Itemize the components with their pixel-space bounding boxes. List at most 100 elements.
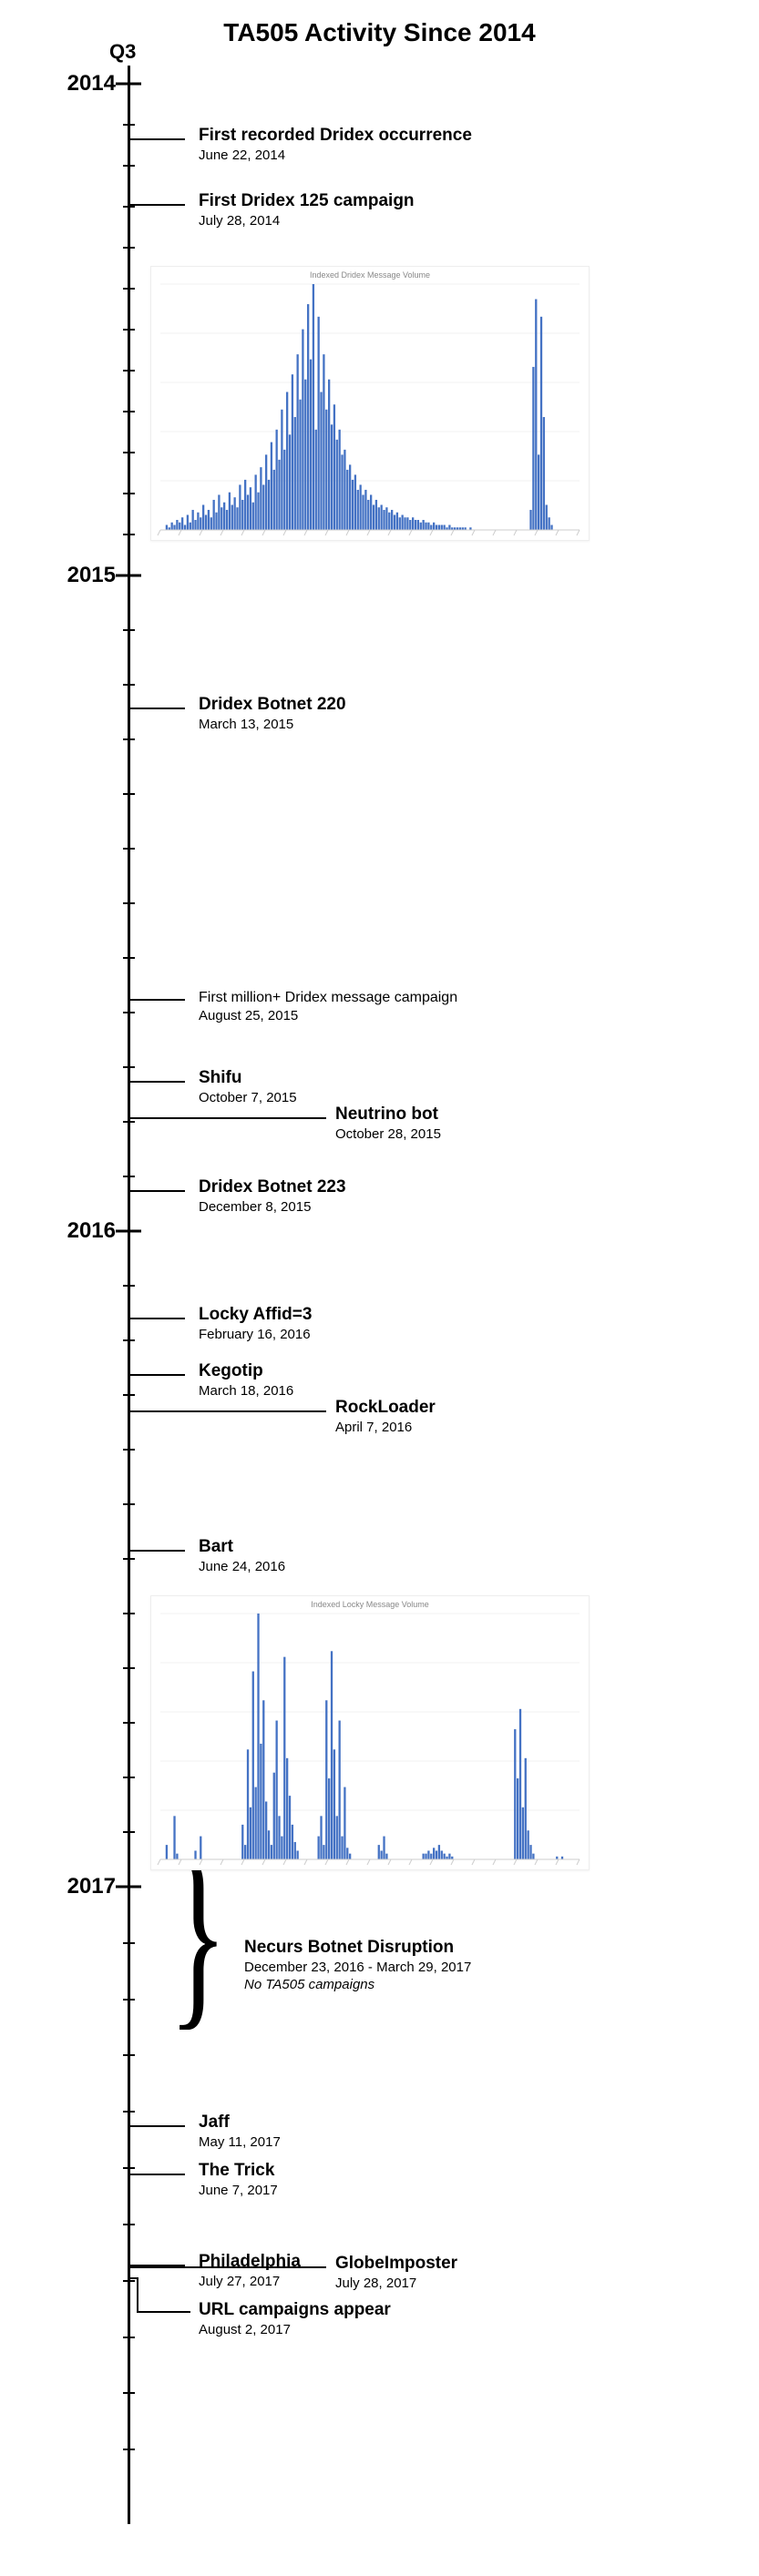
month-tick [123,1613,135,1614]
event-date: August 25, 2015 [199,1008,457,1023]
event-date: May 11, 2017 [199,2134,281,2150]
month-tick [123,1942,135,1944]
event-title: Philadelphia [199,2252,301,2272]
event-connector [128,1190,185,1192]
month-tick [123,124,135,126]
event-date: August 2, 2017 [199,2322,391,2337]
timeline-axis [128,66,130,2524]
event-text: The Trick June 7, 2017 [199,2161,278,2198]
event-text: RockLoader April 7, 2016 [335,1398,436,1435]
event-date: February 16, 2016 [199,1327,312,1342]
chart-svg [151,280,589,540]
event-date: June 24, 2016 [199,1559,285,1574]
event-title: GlobeImposter [335,2254,457,2274]
month-tick [123,288,135,290]
event-text: BartJune 24, 2016 [199,1537,285,1574]
event-date: June 7, 2017 [199,2183,278,2198]
month-tick [123,2337,135,2338]
month-tick [123,2449,135,2450]
month-tick [123,684,135,686]
month-tick [123,329,135,331]
month-tick [123,1831,135,1833]
event-date: March 18, 2016 [199,1383,293,1399]
year-label: 2014 [67,71,123,97]
month-tick [123,1777,135,1778]
month-tick [123,1285,135,1287]
month-tick [123,1722,135,1724]
event-connector [128,1374,185,1376]
event-title: The Trick [199,2161,278,2181]
event-note: No TA505 campaigns [244,1977,471,1992]
year-label: 2016 [67,1218,123,1244]
month-tick [123,534,135,535]
event-connector [128,708,185,709]
month-tick [123,1667,135,1669]
event-connector [128,2266,326,2268]
event-title: Kegotip [199,1361,293,1381]
month-tick [123,629,135,631]
event-connector [128,2174,185,2175]
event-text: Neutrino botOctober 28, 2015 [335,1105,441,1142]
event-date: June 22, 2014 [199,148,472,163]
chart: Indexed Dridex Message Volume [150,266,590,541]
month-tick [123,957,135,959]
month-tick [123,165,135,167]
month-tick [123,1503,135,1505]
event-connector [128,1081,185,1083]
month-tick [123,493,135,494]
event-text: Shifu October 7, 2015 [199,1068,297,1105]
event-text: First Dridex 125 campaignJuly 28, 2014 [199,191,415,229]
event-date: July 28, 2014 [199,213,415,229]
chart-svg [151,1609,589,1869]
month-tick [123,411,135,412]
month-tick [123,1449,135,1451]
event-connector [128,999,185,1001]
event-title: Dridex Botnet 220 [199,695,346,715]
event-text: Necurs Botnet DisruptionDecember 23, 201… [244,1938,471,1992]
event-date: July 27, 2017 [199,2274,301,2289]
month-tick [123,738,135,740]
month-tick [123,2392,135,2394]
month-tick [123,2054,135,2056]
event-title: First million+ Dridex message campaign [199,990,457,1006]
month-tick [123,848,135,850]
event-title: Shifu [199,1068,297,1088]
event-title: Neutrino bot [335,1105,441,1125]
event-connector [128,1410,326,1412]
event-title: Dridex Botnet 223 [199,1177,346,1197]
year-label: 2015 [67,563,123,588]
event-connector [128,1318,185,1319]
timeline: Q3 2014201520162017 First recorded Dride… [68,66,741,2524]
event-text: Dridex Botnet 223 December 8, 2015 [199,1177,346,1215]
event-connector [128,1117,326,1119]
bracket-connector [128,2277,192,2316]
month-tick [123,2167,135,2169]
chart-caption: Indexed Locky Message Volume [151,1596,589,1609]
month-tick [123,1176,135,1177]
brace-icon: } [169,1861,228,2006]
month-tick [123,370,135,372]
month-tick [123,793,135,795]
event-connector [128,1550,185,1552]
year-label: 2017 [67,1874,123,1899]
event-text: Dridex Botnet 220 March 13, 2015 [199,695,346,732]
month-tick [123,1012,135,1013]
month-tick [123,1339,135,1341]
event-text: Kegotip March 18, 2016 [199,1361,293,1399]
event-date: April 7, 2016 [335,1420,436,1435]
month-tick [123,247,135,249]
event-text: First million+ Dridex message campaign Au… [199,990,457,1023]
event-title: URL campaigns appear [199,2300,391,2320]
event-date: March 13, 2015 [199,717,346,732]
event-title: First recorded Dridex occurrence [199,126,472,146]
event-text: Philadelphia July 27, 2017 [199,2252,301,2289]
event-date: October 7, 2015 [199,1090,297,1105]
event-date: October 28, 2015 [335,1126,441,1142]
event-title: RockLoader [335,1398,436,1418]
month-tick [123,1121,135,1123]
chart-caption: Indexed Dridex Message Volume [151,267,589,280]
event-title: Necurs Botnet Disruption [244,1938,471,1958]
event-title: Locky Affid=3 [199,1305,312,1325]
event-date: July 28, 2017 [335,2276,457,2291]
event-date: December 8, 2015 [199,1199,346,1215]
